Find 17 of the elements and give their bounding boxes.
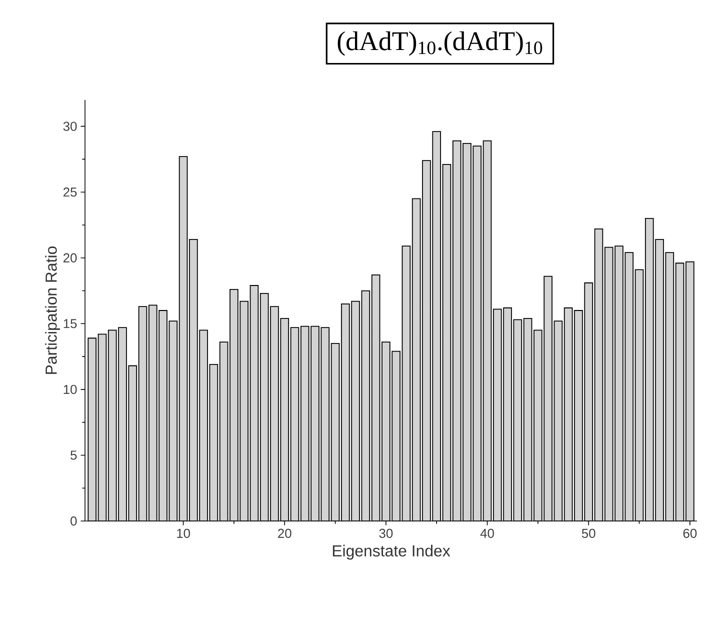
chart-title: (dAdT)$_{10}$.(dAdT)$_{10}$	[338, 31, 542, 56]
x-tick-label: 60	[683, 528, 697, 538]
x-tick-label: 50	[582, 528, 596, 538]
x-axis-title: Eigenstate Index	[332, 544, 450, 560]
bar	[634, 269, 644, 521]
y-tick-label: 20	[63, 253, 77, 262]
y-tick-label: 25	[63, 188, 77, 197]
y-axis-title: Participation Ratio	[45, 246, 60, 374]
y-tick-label: 30	[63, 122, 77, 131]
y-tick-label: 0	[70, 516, 77, 526]
y-tick-label: 10	[64, 384, 77, 394]
x-tick-label: 40	[480, 528, 494, 538]
x-tick-label: 20	[278, 528, 292, 538]
x-tick-label: 10	[177, 528, 190, 538]
y-tick-label: 15	[64, 319, 77, 328]
x-tick-label: 30	[379, 528, 393, 538]
y-tick-label: 5	[70, 450, 77, 460]
